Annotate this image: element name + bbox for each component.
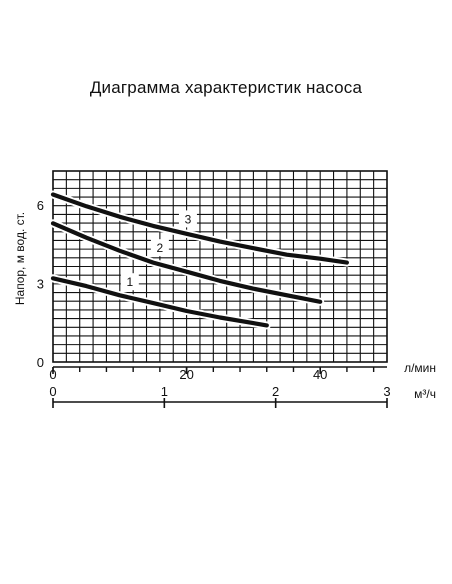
x-primary-tick-label: 40 xyxy=(313,367,327,382)
series-label-bg-3 xyxy=(178,210,197,228)
chart-title: Диаграмма характеристик насоса xyxy=(89,78,363,97)
y-tick-label: 0 xyxy=(37,355,44,370)
series-label-bg-1 xyxy=(120,273,139,291)
x-secondary-tick-label: 2 xyxy=(272,384,279,399)
x-primary-unit-label: л/мин xyxy=(404,361,436,375)
series-line-2 xyxy=(50,221,323,304)
x-primary-tick-label: 20 xyxy=(179,367,193,382)
x-secondary-tick-label: 1 xyxy=(161,384,168,399)
x-primary-tick-label: 0 xyxy=(49,367,56,382)
plot-border xyxy=(52,170,388,363)
x-secondary-tick-label: 3 xyxy=(383,384,390,399)
y-tick-label: 6 xyxy=(37,198,44,213)
x-secondary-tick-label: 0 xyxy=(49,384,56,399)
series-label-bg-2 xyxy=(150,239,169,257)
series-line-1 xyxy=(50,276,269,328)
series-line-3 xyxy=(50,192,349,265)
series-label-3: 3 xyxy=(185,212,192,226)
series-label-1: 1 xyxy=(126,275,133,289)
y-tick-label: 3 xyxy=(37,277,44,292)
y-axis-label: Напор, м вод. ст. xyxy=(13,212,27,305)
x-secondary-unit-label: м³/ч xyxy=(414,387,436,401)
series-label-2: 2 xyxy=(157,241,164,255)
